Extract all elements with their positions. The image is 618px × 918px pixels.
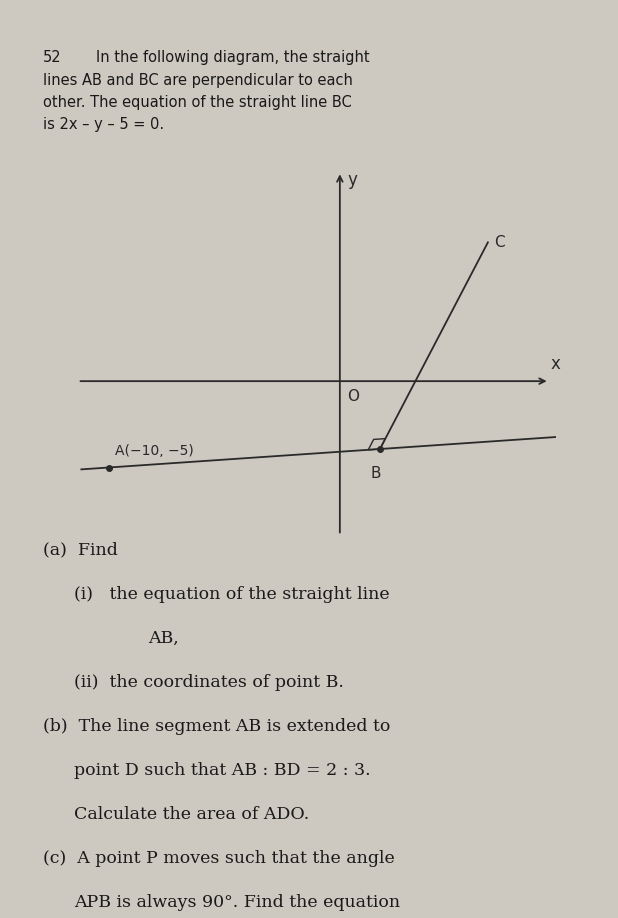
Text: other. The equation of the straight line BC: other. The equation of the straight line…: [43, 95, 352, 109]
Text: APB is always 90°. Find the equation: APB is always 90°. Find the equation: [74, 894, 400, 912]
Text: C: C: [494, 235, 505, 250]
Text: (a)  Find: (a) Find: [43, 542, 118, 559]
Text: lines AB and BC are perpendicular to each: lines AB and BC are perpendicular to eac…: [43, 73, 353, 87]
Text: is 2x – y – 5 = 0.: is 2x – y – 5 = 0.: [43, 117, 164, 131]
Text: 52: 52: [43, 50, 62, 65]
Text: x: x: [551, 355, 561, 374]
Text: B: B: [370, 466, 381, 481]
Text: (c)  A point P moves such that the angle: (c) A point P moves such that the angle: [43, 850, 395, 868]
Text: (i)   the equation of the straight line: (i) the equation of the straight line: [74, 586, 390, 603]
Text: AB,: AB,: [148, 630, 179, 647]
Text: point D such that AB : BD = 2 : 3.: point D such that AB : BD = 2 : 3.: [74, 762, 371, 779]
Text: (ii)  the coordinates of point B.: (ii) the coordinates of point B.: [74, 674, 344, 691]
Text: In the following diagram, the straight: In the following diagram, the straight: [96, 50, 370, 65]
Text: Calculate the area of ADO.: Calculate the area of ADO.: [74, 806, 310, 823]
Text: A(−10, −5): A(−10, −5): [115, 444, 193, 458]
Text: O: O: [347, 389, 360, 404]
Text: y: y: [347, 172, 357, 189]
Text: (b)  The line segment AB is extended to: (b) The line segment AB is extended to: [43, 718, 391, 735]
